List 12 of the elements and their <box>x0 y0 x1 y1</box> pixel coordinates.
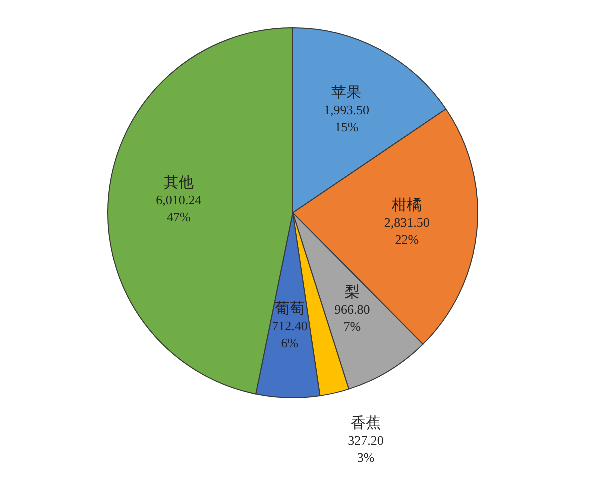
slice-label: 香蕉 <box>351 414 382 432</box>
slice-label: 柑橘 <box>391 197 422 214</box>
slice-label: 梨 <box>344 284 360 302</box>
slice-label: 其他 <box>164 174 194 192</box>
data-label: 327.20 3% <box>348 432 384 465</box>
slice-label: 葡萄 <box>274 300 305 318</box>
data-label: 1,993.50 15% <box>324 102 370 135</box>
data-label: 6,010.24 47% <box>156 192 202 224</box>
slice-label: 苹果 <box>332 84 362 102</box>
data-label: 966.80 7% <box>334 302 370 334</box>
data-label: 712.40 6% <box>272 318 308 351</box>
data-label: 2,831.50 22% <box>384 215 430 248</box>
